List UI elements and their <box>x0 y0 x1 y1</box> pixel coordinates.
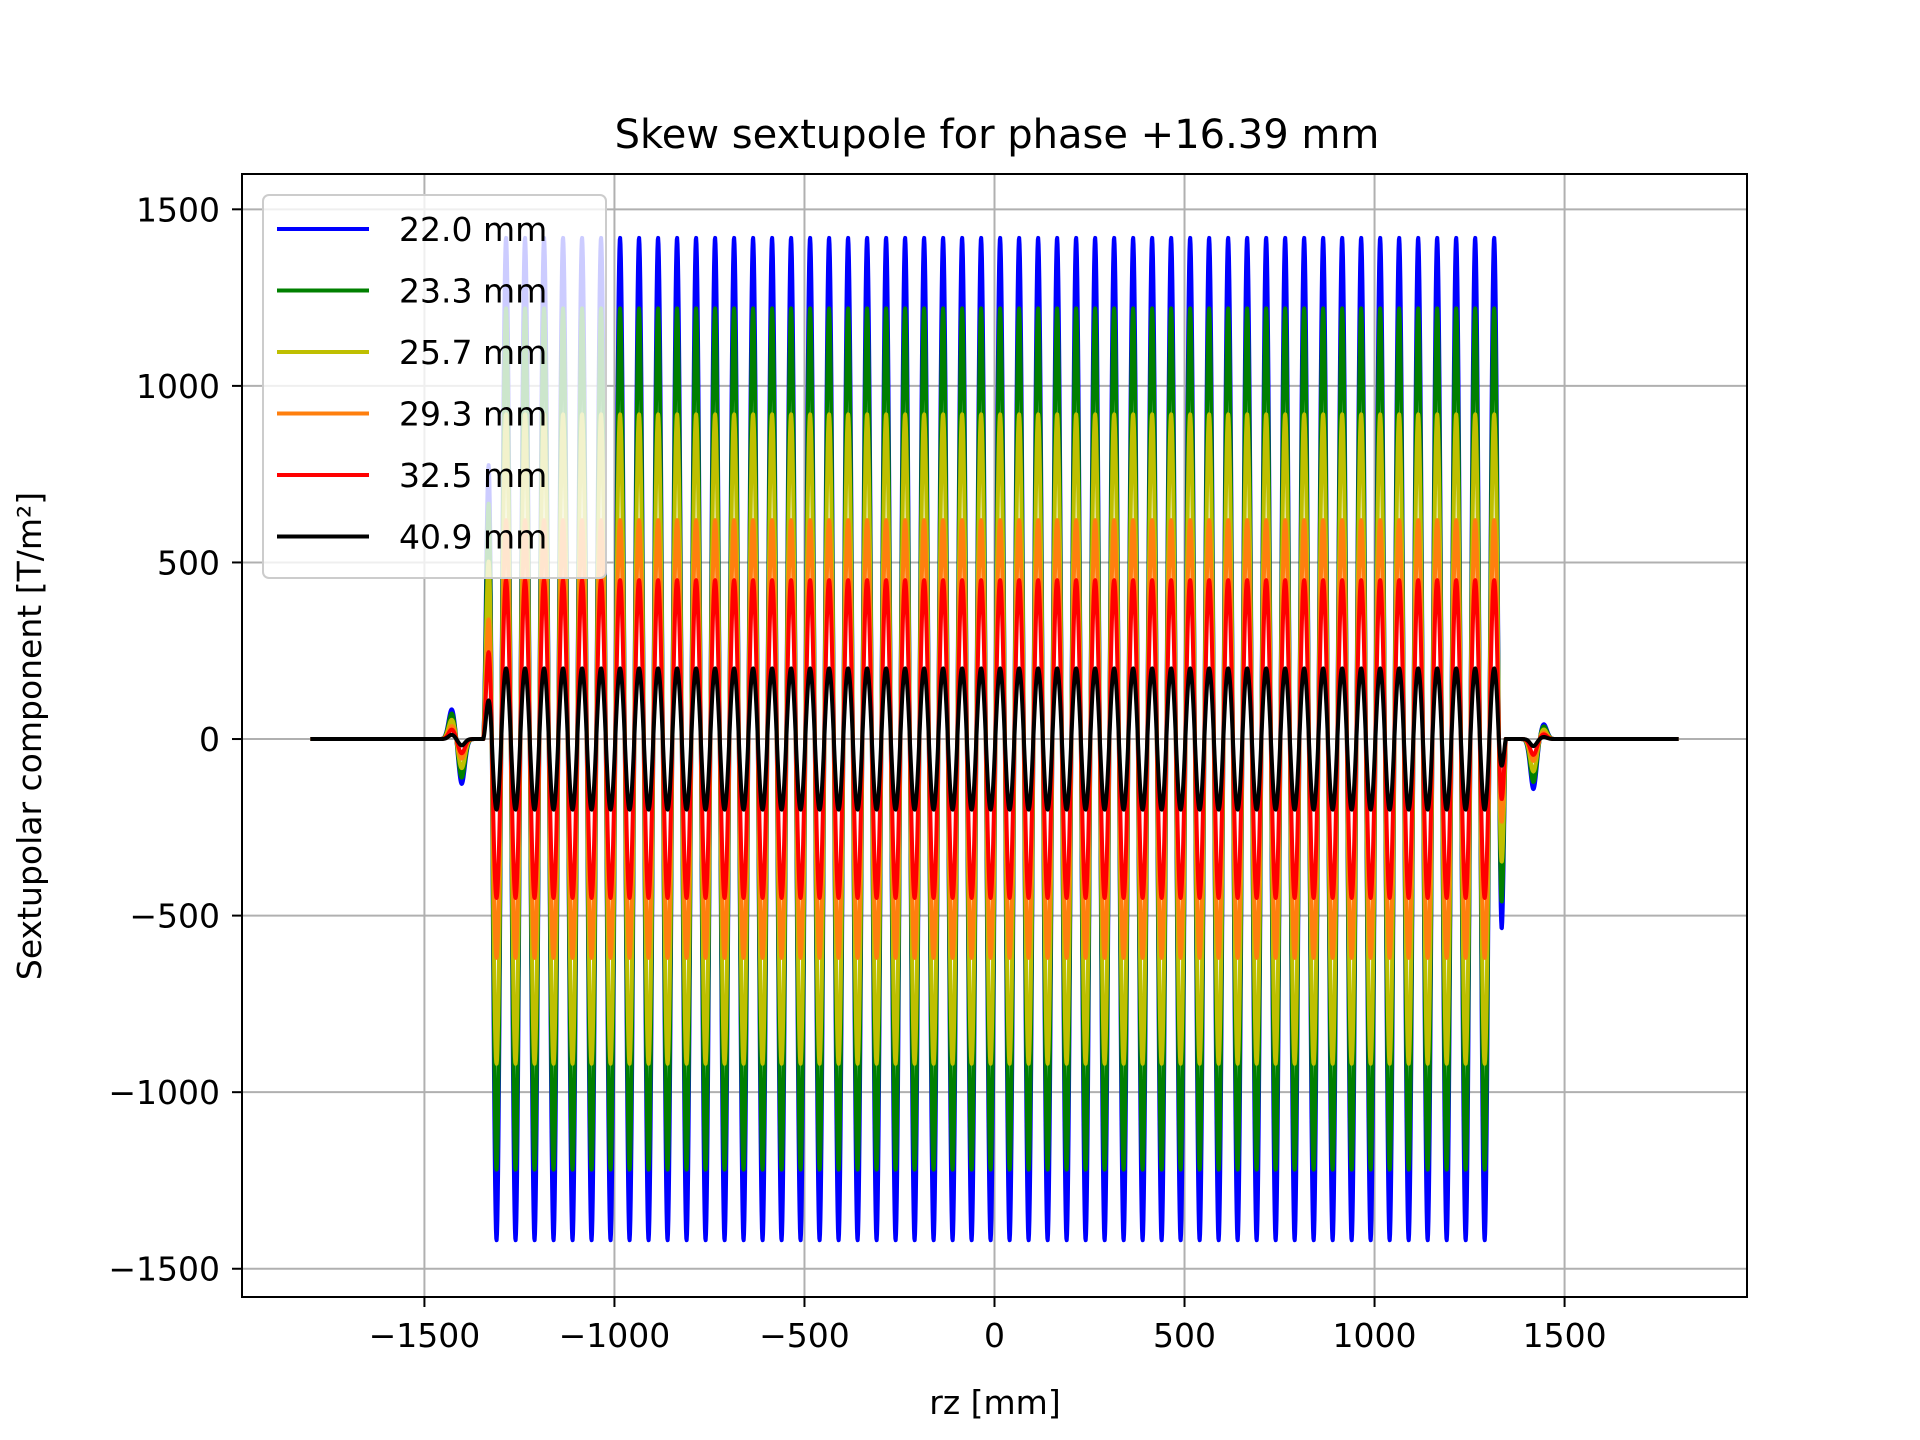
y-tick-label: 0 <box>199 720 220 759</box>
x-tick-label: 0 <box>984 1316 1005 1355</box>
series-layer <box>308 235 1681 1243</box>
y-tick-label: 500 <box>157 543 220 582</box>
x-tick-label: −1000 <box>559 1316 671 1355</box>
series-line-409 <box>308 666 1681 812</box>
legend: 22.0 mm 23.3 mm 25.7 mm 29.3 mm 32.5 mm 40.9 … <box>262 194 607 579</box>
legend-label: 29.3 mm <box>399 395 547 434</box>
chart-title: Skew sextupole for phase +16.39 mm <box>615 112 1380 158</box>
legend-label: 32.5 mm <box>399 456 547 495</box>
axis-ticks: −1500 −1000 −500 0 500 1000 1500 −1500 −1000 −500… <box>108 190 1606 1355</box>
x-tick-label: 1500 <box>1523 1316 1607 1355</box>
y-tick-label: 1500 <box>136 190 220 229</box>
x-tick-label: −500 <box>759 1316 850 1355</box>
legend-label: 23.3 mm <box>399 272 547 311</box>
y-tick-label: −500 <box>129 897 220 936</box>
x-tick-label: 1000 <box>1333 1316 1417 1355</box>
legend-label: 40.9 mm <box>399 518 547 557</box>
y-tick-label: −1000 <box>108 1073 220 1112</box>
x-tick-label: 500 <box>1153 1316 1216 1355</box>
x-axis-label: rz [mm] <box>929 1383 1060 1422</box>
legend-label: 22.0 mm <box>399 210 547 249</box>
legend-label: 25.7 mm <box>399 333 547 372</box>
y-axis-label: Sextupolar component [T/m²] <box>10 492 49 980</box>
y-tick-label: −1500 <box>108 1250 220 1289</box>
y-tick-label: 1000 <box>136 367 220 406</box>
x-tick-label: −1500 <box>369 1316 481 1355</box>
